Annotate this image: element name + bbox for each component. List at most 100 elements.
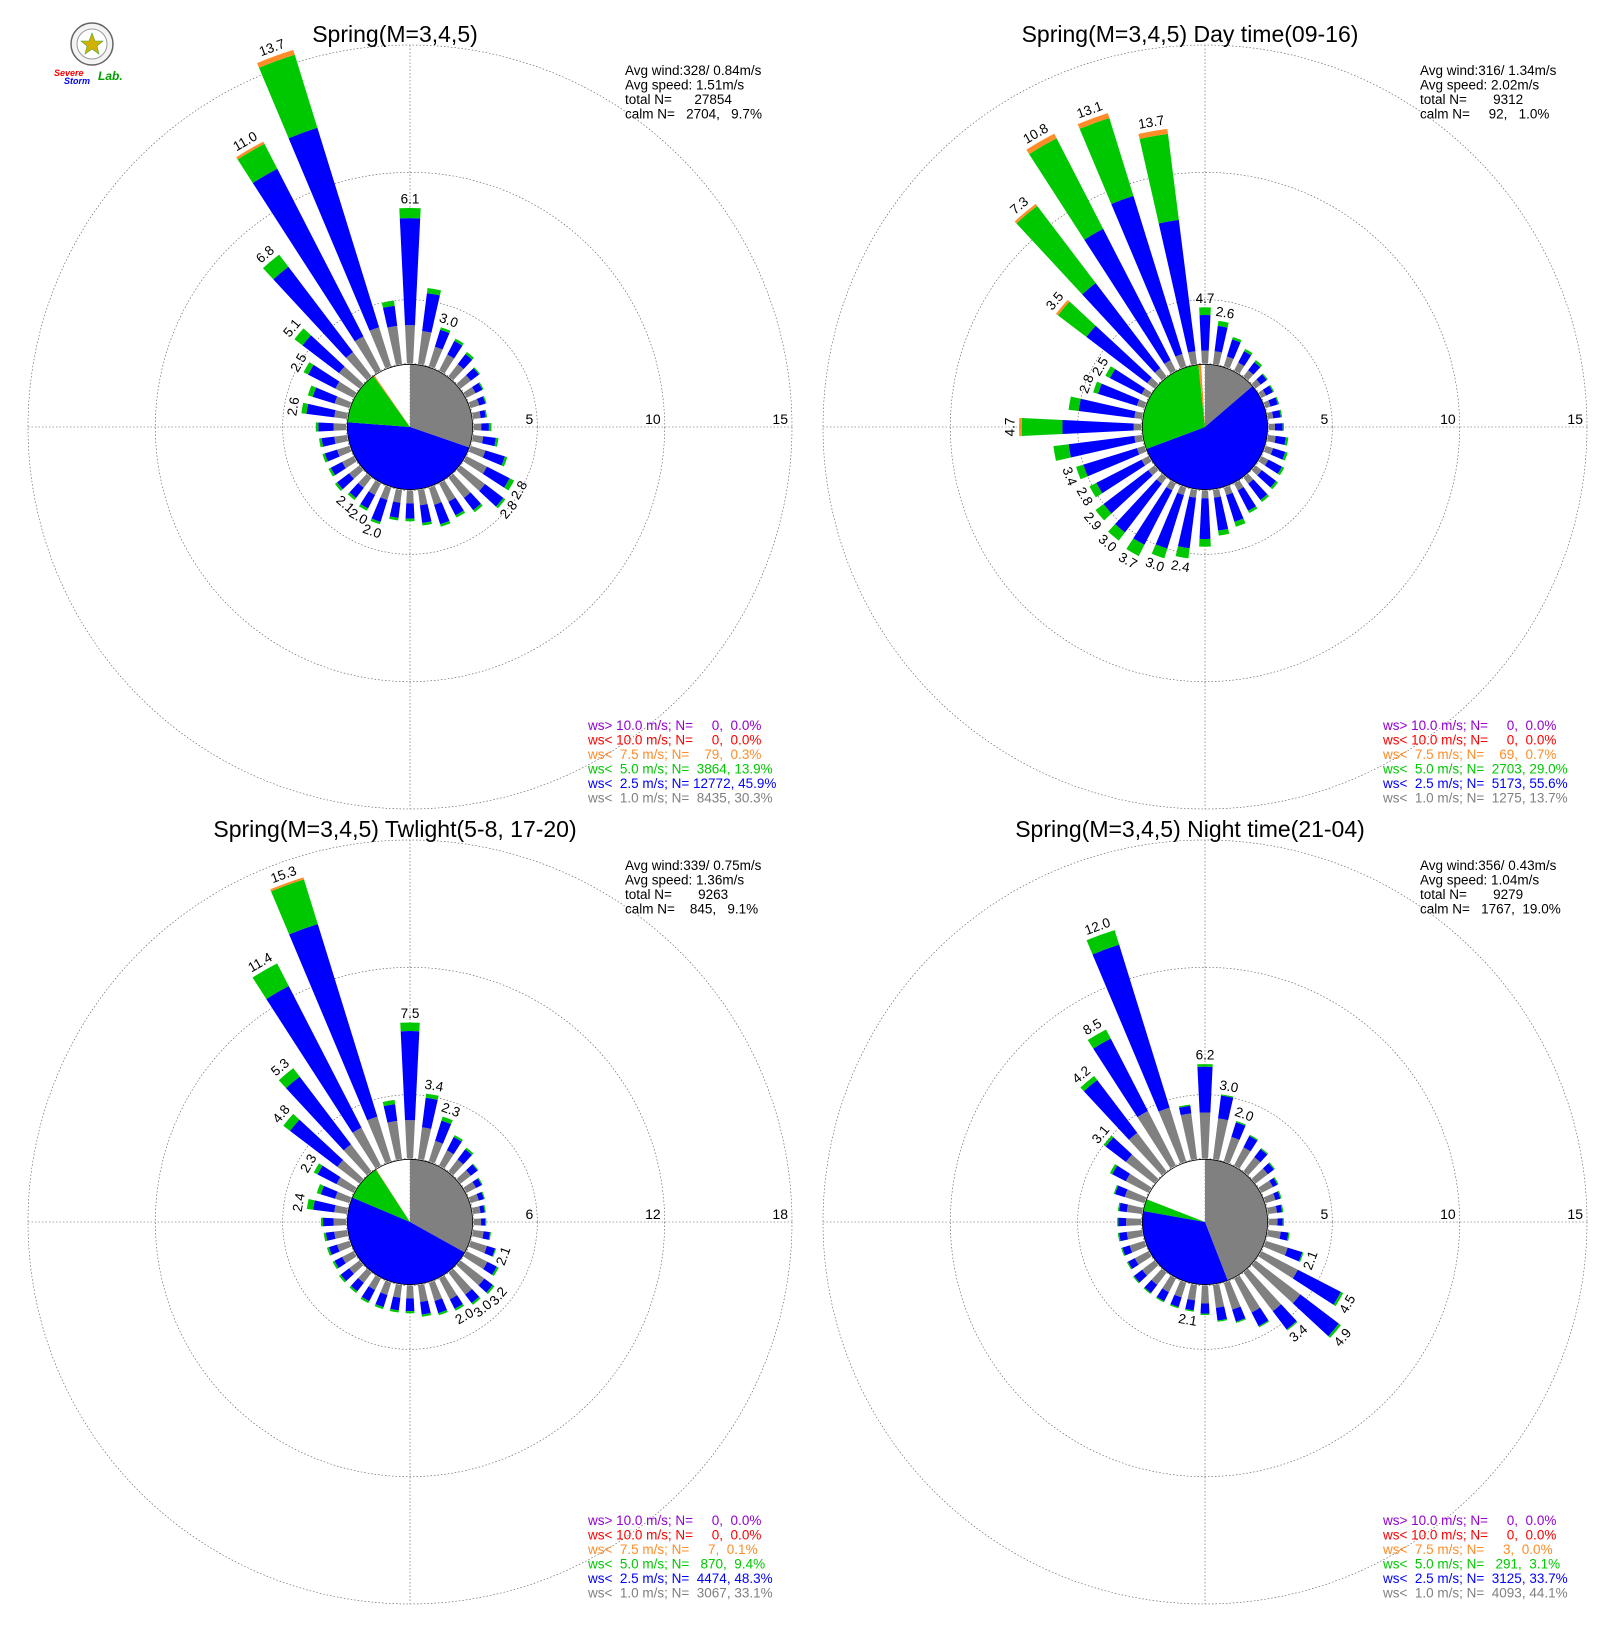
calm-pie-slice-lt1 [410, 1159, 473, 1253]
bar-value-label: 2.0 [361, 521, 384, 542]
bar-segment-lt5 [1279, 409, 1283, 418]
bar-segment-lt1 [342, 1251, 357, 1264]
bar-segment-lt1 [463, 456, 488, 474]
bar-segment-lt5 [358, 504, 369, 511]
bar-segment-lt2-5 [434, 329, 450, 350]
bar-segment-lt5 [303, 362, 314, 375]
bar-segment-lt1 [1142, 1260, 1159, 1276]
bar-segment-lt2-5 [360, 491, 376, 509]
bar-segment-lt2-5 [1214, 325, 1228, 353]
ring-label: 12 [645, 1206, 661, 1222]
bar-segment-lt2-5 [482, 466, 510, 488]
bar-segment-lt5 [453, 1135, 463, 1142]
bar-segment-lt1 [468, 398, 480, 409]
bar-segment-lt1 [1267, 1229, 1281, 1239]
legend-entry-lt5: ws< 5.0 m/s; N= 291, 3.1% [1382, 1557, 1560, 1572]
bar-segment-lt5 [1248, 506, 1258, 514]
legend-entry-lt2-5: ws< 2.5 m/s; N= 4474, 48.3% [587, 1571, 773, 1586]
bar-segment-lt2-5 [371, 497, 388, 522]
bar-segment-lt2-5 [476, 396, 486, 406]
bar-segment-lt2-5 [1264, 459, 1283, 474]
bar-segment-lt2-5 [1119, 1231, 1129, 1242]
bar-segment-lt1 [417, 489, 428, 506]
bar-segment-lt5 [320, 1217, 324, 1227]
calm-pie-slice-lt7-5 [373, 375, 410, 427]
bar-segment-lt1 [1125, 1154, 1159, 1184]
bar-segment-lt5 [1234, 518, 1246, 527]
bar-segment-lt2-5 [422, 293, 440, 333]
bar-segment-lt2-5 [435, 1120, 452, 1144]
bar-segment-lt1 [463, 1251, 488, 1270]
legend-entry-lt2-5: ws< 2.5 m/s; N= 12772, 45.9% [587, 776, 776, 791]
bar-segment-lt2-5 [449, 1295, 463, 1309]
bar-segment-lt5 [471, 1296, 481, 1305]
bar-segment-lt1 [1174, 1280, 1187, 1298]
bar-segment-lt1 [358, 473, 372, 488]
bar-segment-lt5 [421, 1313, 432, 1317]
legend-entry-lt1: ws< 1.0 m/s; N= 4093, 44.1% [1382, 1586, 1568, 1601]
bar-segment-lt1 [468, 1194, 479, 1204]
bar-segment-lt1 [405, 325, 415, 364]
bar-segment-lt5 [455, 510, 466, 518]
bar-segment-lt5 [382, 1099, 396, 1107]
bar-segment-lt2-5 [340, 1268, 354, 1282]
bar-segment-lt1 [1162, 1275, 1176, 1293]
bar-segment-lt7-5 [1138, 128, 1168, 139]
bar-segment-lt2-5 [1177, 496, 1197, 549]
bar-segment-lt5 [400, 1022, 420, 1032]
bar-segment-lt2-5 [382, 305, 398, 328]
bar-segment-lt1 [334, 1205, 348, 1215]
bar-segment-lt5 [294, 328, 311, 346]
calm-pie-outline [1141, 363, 1269, 491]
bar-segment-lt1 [335, 381, 357, 398]
bar-segment-lt5 [339, 1274, 347, 1283]
bar-segment-lt2-5 [350, 1278, 364, 1292]
bar-segment-lt2-5 [1170, 1294, 1182, 1308]
bar-segment-lt5 [1117, 1232, 1121, 1242]
bar-segment-lt2-5 [1133, 486, 1173, 545]
bar-segment-lt5 [486, 1284, 495, 1295]
bar-value-label: 2.3 [439, 1100, 462, 1121]
stat-total: total N= 9263 [625, 887, 728, 902]
legend-entry-lt7-5: ws< 7.5 m/s; N= 3, 0.0% [1382, 1542, 1553, 1557]
bar-segment-lt1 [417, 1284, 428, 1303]
bar-segment-lt5 [488, 423, 492, 431]
bar-segment-lt2-5 [1257, 470, 1276, 488]
legend-entry-lt7-5: ws< 7.5 m/s; N= 79, 0.3% [587, 747, 761, 762]
bar-segment-lt5 [1197, 1064, 1213, 1067]
bar-segment-lt5 [1275, 396, 1280, 405]
bar-segment-lt2-5 [325, 1231, 336, 1241]
bar-segment-lt2-5 [448, 497, 464, 516]
bar-segment-lt1 [1223, 1280, 1241, 1310]
bar-segment-lt1 [1267, 434, 1276, 443]
bar-segment-lt1 [1243, 370, 1254, 381]
bar-segment-lt2-5 [1096, 459, 1146, 494]
bar-segment-lt5 [440, 327, 451, 334]
bar-segment-lt1 [1243, 473, 1254, 484]
bar-segment-lt1 [393, 489, 403, 503]
bar-segment-lt5 [1217, 1318, 1228, 1322]
bar-segment-lt5 [1260, 494, 1270, 503]
bar-segment-lt5 [307, 385, 317, 397]
bar-value-label: 6.2 [1196, 1048, 1215, 1063]
bar-segment-lt1 [1268, 423, 1276, 431]
bar-segment-lt5 [322, 453, 328, 463]
windrose-panel-spring-daytime: 5 10 154.72.62.43.03.73.02.92.83.44.72.82.… [822, 21, 1588, 810]
bar-segment-lt5 [278, 1068, 300, 1089]
bar-segment-lt1 [1263, 1193, 1276, 1204]
bar-segment-lt2-5 [1284, 1247, 1303, 1262]
bar-segment-lt5 [488, 1232, 492, 1241]
bar-segment-lt5 [1235, 1318, 1246, 1323]
bar-segment-lt5 [454, 338, 464, 346]
bar-segment-lt2-5 [1127, 1258, 1139, 1269]
bar-segment-lt1 [1164, 360, 1176, 374]
stat-avg-wind: Avg wind:316/ 1.34m/s [1420, 63, 1557, 78]
bar-segment-lt5 [1280, 1204, 1284, 1213]
bar-segment-lt1 [1154, 368, 1167, 381]
bar-segment-lt1 [1141, 388, 1152, 398]
bar-segment-lt5 [441, 1116, 453, 1125]
bar-segment-lt2-5 [266, 986, 362, 1133]
bar-segment-lt2-5 [1111, 195, 1183, 357]
bar-segment-lt1 [1263, 400, 1271, 409]
bar-segment-lt1 [1125, 1173, 1152, 1193]
